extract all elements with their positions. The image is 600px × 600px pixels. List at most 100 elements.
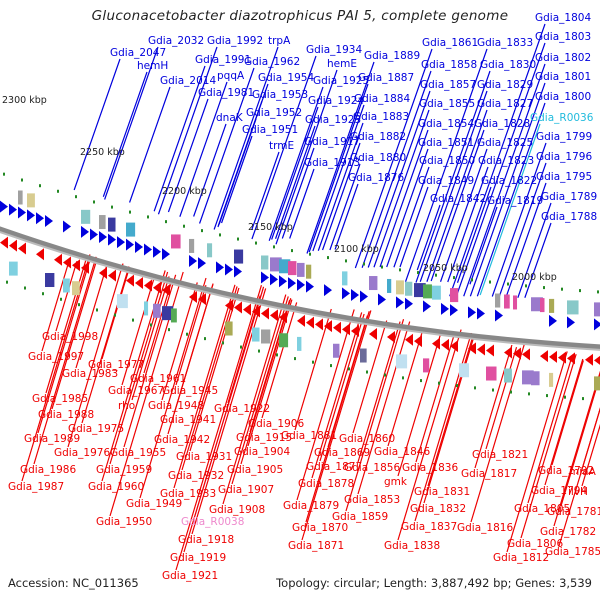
gene-label-reverse[interactable]: Gdia_1816 — [457, 522, 514, 534]
gene-label-forward[interactable]: Gdia_1851 — [418, 137, 475, 149]
gene-label-forward[interactable]: Gdia_1830 — [480, 59, 537, 71]
gene-label-reverse[interactable]: Gdia_1904 — [234, 446, 291, 458]
gene-label-reverse[interactable]: Gdia_1805 — [514, 503, 571, 515]
gene-label-forward[interactable]: Gdia_1858 — [421, 59, 478, 71]
gene-label-forward[interactable]: Gdia_1917 — [304, 136, 361, 148]
gene-label-forward[interactable]: Gdia_1803 — [535, 31, 592, 43]
gene-label-reverse[interactable]: Gdia_1881 — [281, 430, 338, 442]
gene-label-reverse[interactable]: Gdia_1836 — [402, 462, 459, 474]
gene-label-forward[interactable]: Gdia_1981 — [198, 87, 255, 99]
gene-label-reverse[interactable]: Gdia_1988 — [38, 409, 95, 421]
gene-label-forward[interactable]: Gdia_1819 — [487, 195, 544, 207]
gene-label-forward[interactable]: Gdia_1799 — [536, 131, 593, 143]
gene-label-reverse[interactable]: Gdia_1921 — [162, 570, 219, 582]
gene-label-reverse[interactable]: Gdia_1906 — [248, 418, 305, 430]
gene-label-forward[interactable]: Gdia_2047 — [110, 47, 167, 59]
gene-label-reverse[interactable]: Gdia_1859 — [332, 511, 389, 523]
gene-label-forward[interactable]: Gdia_1925 — [313, 75, 370, 87]
gene-label-forward[interactable]: Gdia_1822 — [481, 175, 538, 187]
gene-label-forward[interactable]: Gdia_1934 — [306, 44, 363, 56]
gene-label-reverse[interactable]: Gdia_1945 — [162, 385, 219, 397]
gene-label-reverse[interactable]: Gdia_1838 — [384, 540, 441, 552]
gene-label-forward[interactable]: Gdia_1952 — [246, 107, 303, 119]
gene-label-reverse[interactable]: Gdia_1879 — [283, 500, 340, 512]
gene-label-forward[interactable]: Gdia_R0036 — [530, 112, 594, 124]
gene-label-forward[interactable]: Gdia_1833 — [477, 37, 534, 49]
gene-label-reverse[interactable]: Gdia_1856 — [344, 462, 401, 474]
gene-label-forward[interactable]: Gdia_1861 — [422, 37, 479, 49]
gene-label-reverse[interactable]: Gdia_1998 — [42, 331, 99, 343]
gene-label-reverse[interactable]: ilvH — [568, 486, 588, 498]
gene-label-reverse[interactable]: Gdia_1961 — [130, 373, 187, 385]
gene-label-reverse[interactable]: Gdia_1983 — [62, 368, 119, 380]
gene-label-reverse[interactable]: Gdia_1832 — [410, 503, 467, 515]
gene-label-forward[interactable]: hemH — [137, 60, 169, 72]
gene-label-reverse[interactable]: Gdia_1877 — [306, 461, 363, 473]
gene-label-reverse[interactable]: Gdia_1908 — [209, 504, 266, 516]
gene-label-reverse[interactable]: Gdia_1955 — [110, 447, 167, 459]
gene-label-reverse[interactable]: Gdia_1794 — [531, 485, 588, 497]
gene-label-forward[interactable]: Gdia_1991 — [195, 54, 252, 66]
gene-label-reverse[interactable]: Gdia_1960 — [88, 481, 145, 493]
gene-label-forward[interactable]: Gdia_1924 — [308, 95, 365, 107]
gene-label-reverse[interactable]: Gdia_1933 — [160, 488, 217, 500]
gene-label-reverse[interactable]: Gdia_1821 — [472, 449, 529, 461]
gene-label-forward[interactable]: Gdia_2014 — [160, 75, 217, 87]
gene-label-reverse[interactable]: rho — [118, 400, 136, 412]
gene-label-reverse[interactable]: Gdia_1870 — [292, 522, 349, 534]
gene-label-forward[interactable]: Gdia_1884 — [354, 93, 411, 105]
gene-label-forward[interactable]: Gdia_1825 — [477, 137, 534, 149]
gene-label-forward[interactable]: Gdia_1788 — [541, 211, 598, 223]
gene-label-reverse[interactable]: Gdia_1967 — [108, 385, 165, 397]
gene-label-reverse[interactable]: Gdia_1781 — [547, 506, 600, 518]
gene-label-forward[interactable]: Gdia_1953 — [252, 89, 309, 101]
gene-label-reverse[interactable]: Gdia_1837 — [401, 521, 458, 533]
gene-label-reverse[interactable]: Gdia_1817 — [461, 468, 518, 480]
gene-label-forward[interactable]: Gdia_1883 — [353, 111, 410, 123]
gene-label-reverse[interactable]: Gdia_1853 — [344, 494, 401, 506]
gene-label-reverse[interactable]: Gdia_1959 — [96, 464, 153, 476]
gene-label-reverse[interactable]: Gdia_1915 — [236, 432, 293, 444]
gene-label-reverse[interactable]: Gdia_1985 — [32, 393, 89, 405]
gene-label-reverse[interactable]: Gdia_1997 — [28, 351, 85, 363]
gene-label-forward[interactable]: Gdia_1992 — [207, 35, 264, 47]
gene-label-forward[interactable]: Gdia_1827 — [477, 98, 534, 110]
gene-label-reverse[interactable]: Gdia_1846 — [374, 446, 431, 458]
gene-label-reverse[interactable]: Gdia_1950 — [96, 516, 153, 528]
gene-label-reverse[interactable]: Gdia_1831 — [414, 486, 471, 498]
gene-label-forward[interactable]: Gdia_2032 — [148, 35, 205, 47]
gene-label-forward[interactable]: Gdia_1880 — [350, 152, 407, 164]
gene-label-reverse[interactable]: Gdia_1976 — [54, 447, 111, 459]
gene-label-forward[interactable]: pqqA — [217, 70, 245, 82]
gene-label-forward[interactable]: Gdia_1802 — [535, 52, 592, 64]
gene-label-reverse[interactable]: Gdia_1948 — [148, 400, 205, 412]
gene-label-forward[interactable]: Gdia_1801 — [535, 71, 592, 83]
gene-label-reverse[interactable]: Gdia_1941 — [160, 414, 217, 426]
gene-label-forward[interactable]: Gdia_1887 — [358, 72, 415, 84]
gene-label-forward[interactable]: Gdia_1850 — [419, 155, 476, 167]
gene-label-forward[interactable]: Gdia_1951 — [242, 124, 299, 136]
gene-label-reverse[interactable]: Gdia_1871 — [288, 540, 345, 552]
gene-label-reverse[interactable]: Gdia_1812 — [493, 552, 550, 564]
gene-label-forward[interactable]: Gdia_1849 — [418, 175, 475, 187]
gene-label-forward[interactable]: Gdia_1795 — [536, 171, 593, 183]
gene-label-forward[interactable]: Gdia_1913 — [304, 157, 361, 169]
gene-label-reverse[interactable]: Gdia_1932 — [168, 470, 225, 482]
gene-label-reverse[interactable]: Gdia_1806 — [507, 538, 564, 550]
gene-label-reverse[interactable]: Gdia_1975 — [68, 423, 125, 435]
gene-label-forward[interactable]: Gdia_1800 — [535, 91, 592, 103]
gene-label-reverse[interactable]: Gdia_1785 — [545, 546, 600, 558]
gene-label-reverse[interactable]: miaA — [569, 466, 596, 478]
gene-label-forward[interactable]: Gdia_1789 — [541, 191, 598, 203]
gene-label-reverse[interactable]: Gdia_1792 — [538, 465, 595, 477]
gene-label-reverse[interactable]: Gdia_1919 — [170, 552, 227, 564]
gene-label-reverse[interactable]: Gdia_1989 — [24, 433, 81, 445]
gene-label-forward[interactable]: Gdia_1954 — [258, 72, 315, 84]
gene-label-forward[interactable]: Gdia_1829 — [477, 79, 534, 91]
gene-label-reverse[interactable]: Gdia_1986 — [20, 464, 77, 476]
gene-label-forward[interactable]: Gdia_1876 — [348, 172, 405, 184]
gene-label-reverse[interactable]: Gdia_1860 — [339, 433, 396, 445]
gene-label-forward[interactable]: Gdia_1882 — [350, 131, 407, 143]
gene-label-reverse[interactable]: Gdia_1931 — [176, 451, 233, 463]
gene-label-reverse[interactable]: Gdia_1918 — [178, 534, 235, 546]
